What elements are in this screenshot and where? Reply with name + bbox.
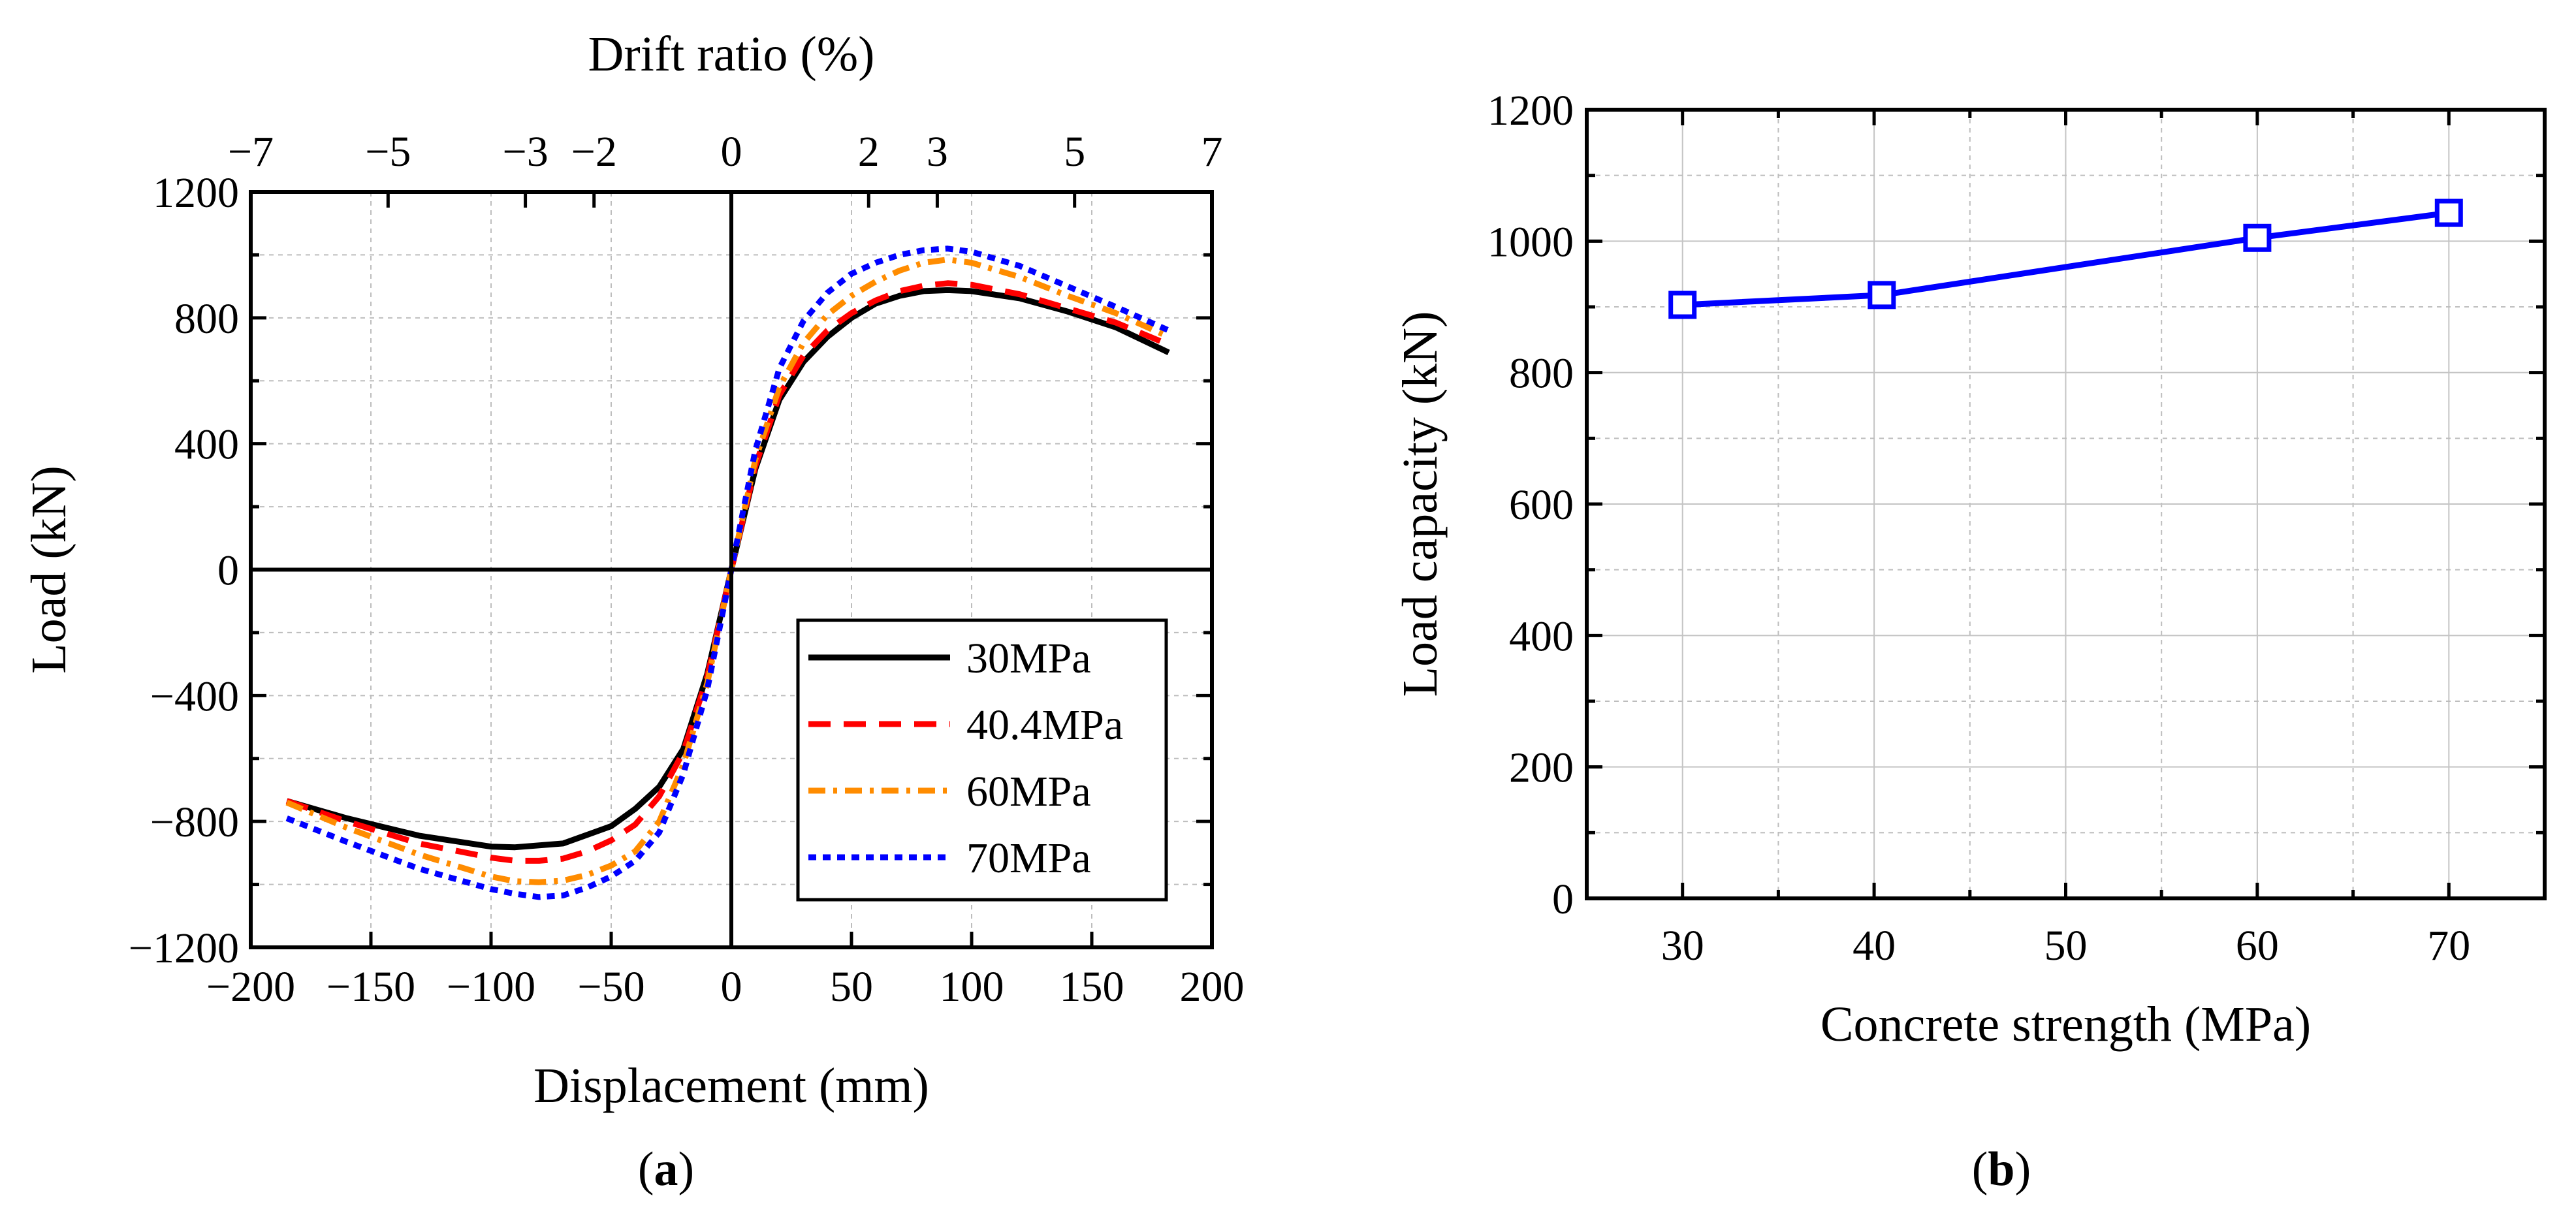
y-tick-label: 0 [1552,876,1574,923]
panel-a-label: (a) [638,1143,694,1196]
x-tick-label: −150 [326,963,415,1011]
y-tick-label: 1000 [1487,218,1574,266]
panel-a-legend: 30MPa 40.4MPa 60MPa 70MPa [796,618,1168,902]
y-tick-label: 1200 [1487,87,1574,134]
data-point-marker [1868,281,1896,309]
top-tick-label: −2 [571,128,617,176]
y-tick-label: −400 [150,672,239,720]
y-tick-label: −800 [150,798,239,846]
top-tick-label: −7 [228,128,274,176]
legend-label: 60MPa [966,768,1091,815]
panel-a-x-axis-title: Displacement (mm) [533,1058,929,1113]
data-point-marker [2243,223,2272,252]
top-tick-label: 3 [927,128,948,176]
x-tick-label: 200 [1180,963,1245,1011]
panel-b-series [1668,198,2463,319]
data-point-marker [1668,291,1697,319]
legend-box [796,618,1168,902]
series-line-70MPa [285,245,1170,900]
x-tick-label: 70 [2427,922,2470,970]
x-tick-label: −200 [206,963,295,1011]
y-tick-label: −1200 [129,925,239,972]
panel-a-series [285,245,1170,900]
y-tick-label: 400 [174,421,239,469]
legend-label: 70MPa [966,834,1091,882]
y-tick-label: 1200 [153,169,239,217]
chart-panel-a: −200 −150 −100 −50 0 50 100 150 200−1200−800−400… [22,27,1245,1196]
series-line-load-capacity [1682,210,2449,308]
x-tick-label: 40 [1852,922,1896,970]
panel-a-letter: a [654,1143,678,1196]
y-tick-label: 800 [174,295,239,343]
x-tick-label: 50 [2044,922,2088,970]
top-tick-label: 2 [858,128,880,176]
chart-panel-b: 30 40 50 60 70 0 200 400 600 800 1000 1200 Concrete… [1393,87,2547,1196]
x-tick-label: 60 [2236,922,2279,970]
top-tick-label: 5 [1064,128,1085,176]
x-tick-label: 0 [721,963,742,1011]
panel-b-y-axis-title: Load capacity (kN) [1393,311,1448,697]
x-tick-label: 100 [940,963,1004,1011]
top-tick-label: 0 [721,128,742,176]
x-tick-label: 50 [830,963,873,1011]
data-point-marker [2434,198,2463,227]
x-tick-label: 30 [1661,922,1704,970]
y-tick-label: 0 [217,547,239,595]
panel-b-grid [1586,109,2545,898]
top-tick-label: −5 [365,128,411,176]
y-tick-label: 600 [1509,481,1574,529]
panel-b-letter: b [1988,1143,2014,1196]
top-tick-label: 7 [1201,128,1222,176]
panel-b-ticks: 30 40 50 60 70 0 200 400 600 800 1000 1200 [1487,87,2547,970]
panel-a-y-axis-title: Load (kN) [22,466,76,674]
x-tick-label: 150 [1060,963,1124,1011]
panel-b-x-axis-title: Concrete strength (MPa) [1821,997,2311,1052]
legend-label: 40.4MPa [966,701,1123,749]
top-tick-label: −3 [502,128,548,176]
x-tick-label: −50 [577,963,644,1011]
x-tick-label: −100 [447,963,535,1011]
y-tick-label: 200 [1509,744,1574,792]
y-tick-label: 800 [1509,350,1574,398]
panel-b-label: (b) [1972,1143,2031,1196]
panel-a-ticks: −200 −150 −100 −50 0 50 100 150 200−1200−800−400… [129,128,1245,1011]
y-tick-label: 400 [1509,612,1574,660]
panel-a-top-axis-title: Drift ratio (%) [588,27,875,82]
legend-label: 30MPa [966,635,1091,682]
series-line-40.4MPa [285,280,1170,864]
